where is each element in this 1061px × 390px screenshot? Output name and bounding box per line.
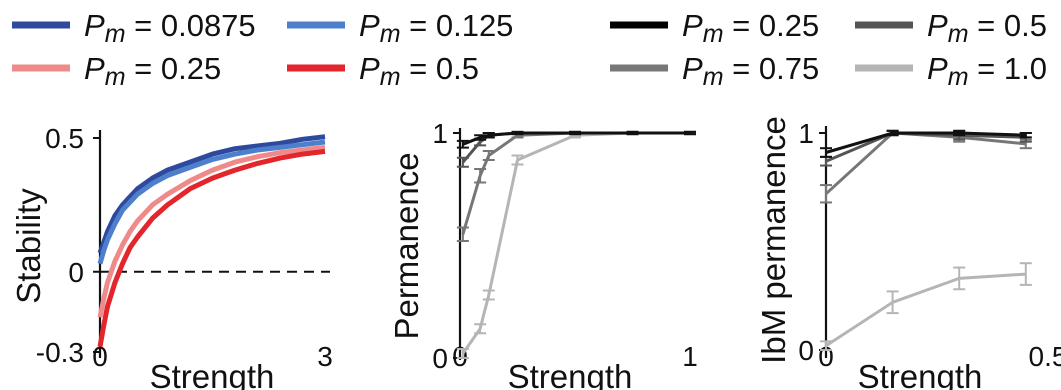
error-bar [482, 132, 495, 139]
series-line [97, 139, 326, 265]
legend-subscript: m [380, 20, 401, 48]
x-tick-label: 0 [92, 341, 108, 372]
permanence-panel: 0 1 0 1 Strength Permanence [388, 118, 698, 390]
legend-value: = 1.0 [969, 51, 1047, 86]
legend-subscript: m [948, 63, 969, 91]
legend-symbol: P [682, 51, 703, 86]
error-bar [886, 129, 899, 137]
legend-label: Pm = 0.125 [359, 8, 513, 48]
legend-subscript: m [105, 63, 126, 91]
series-line [461, 131, 690, 235]
legend-item: Pm = 0.0875 [12, 8, 256, 48]
legend-item: Pm = 0.25 [12, 51, 221, 91]
x-axis-title: Strength [150, 358, 275, 390]
y-tick-label: -0.3 [36, 337, 84, 368]
legend-value: = 0.5 [401, 51, 479, 86]
y-axis-title: Stability [10, 188, 47, 304]
error-bar [474, 323, 487, 335]
x-axis-title: Strength [508, 358, 633, 390]
legend-value: = 0.5 [969, 8, 1047, 43]
legend-symbol: P [359, 51, 380, 86]
legend-item: Pm = 0.5 [287, 51, 479, 91]
error-bar [1019, 262, 1032, 286]
x-axis-title: Strength [858, 358, 983, 390]
error-bar [820, 147, 832, 158]
error-bar [511, 130, 524, 136]
legend-symbol: P [927, 8, 948, 43]
y-tick-label: 0 [432, 343, 448, 374]
series-line [825, 272, 1026, 347]
error-bar [953, 129, 966, 137]
series-line [824, 131, 1026, 195]
legend-label: Pm = 0.5 [359, 51, 479, 91]
series-line [825, 131, 1026, 154]
legend-label: Pm = 0.75 [682, 51, 819, 91]
series-line [97, 148, 326, 348]
error-bar [456, 139, 469, 149]
legend-label: Pm = 0.0875 [84, 8, 256, 48]
legend: Pm = 0.0875 Pm = 0.125 Pm = 0.25 Pm = 0.5Pm… [12, 8, 1047, 91]
legend-label: Pm = 0.25 [84, 51, 221, 91]
error-bar [511, 154, 524, 166]
legend-value: = 0.75 [724, 51, 820, 86]
error-bar [456, 348, 469, 359]
ibm-permanence-panel: 0 1 0 0.5 Strength IbM permanence [755, 116, 1061, 390]
series-line [461, 131, 690, 355]
legend-value: = 0.125 [401, 8, 514, 43]
x-tick-label: 3 [317, 341, 333, 372]
y-tick-label: 0 [68, 257, 84, 288]
legend-item: Pm = 0.5 [855, 8, 1047, 48]
y-tick-label: 0.5 [45, 123, 84, 154]
legend-subscript: m [703, 20, 724, 48]
series-line [97, 134, 326, 254]
error-bar [953, 266, 966, 291]
legend-subscript: m [703, 63, 724, 91]
error-bar [456, 156, 469, 168]
error-bar [482, 289, 495, 301]
error-bar [569, 130, 581, 136]
x-tick-label: 1 [682, 341, 698, 372]
legend-value: = 0.25 [126, 51, 222, 86]
error-bar [474, 168, 487, 184]
y-tick-label: 1 [432, 118, 448, 149]
legend-value: = 0.25 [724, 8, 820, 43]
legend-subscript: m [948, 20, 969, 48]
legend-item: Pm = 0.75 [610, 51, 819, 91]
error-bar [820, 184, 832, 204]
x-tick-label: 0.5 [1029, 341, 1061, 372]
error-bar [886, 290, 899, 315]
legend-item: Pm = 1.0 [855, 51, 1047, 91]
legend-symbol: P [84, 51, 105, 86]
y-axis-title: IbM permanence [755, 116, 792, 364]
series-line [825, 131, 1026, 163]
legend-symbol: P [927, 51, 948, 86]
error-bar [626, 130, 639, 136]
legend-label: Pm = 1.0 [927, 51, 1047, 91]
legend-label: Pm = 0.25 [682, 8, 819, 48]
y-tick-label: 0 [798, 335, 814, 366]
legend-label: Pm = 0.5 [927, 8, 1047, 48]
error-bar [820, 340, 832, 351]
legend-item: Pm = 0.125 [287, 8, 513, 48]
x-tick-label: 0 [452, 341, 468, 372]
error-bar [482, 150, 495, 161]
x-tick-label: 0 [818, 341, 834, 372]
error-bar [456, 226, 469, 242]
series-line [97, 144, 326, 318]
legend-symbol: P [682, 8, 703, 43]
error-bar [474, 134, 487, 141]
y-tick-label: 1 [798, 118, 814, 149]
legend-symbol: P [84, 8, 105, 43]
legend-symbol: P [359, 8, 380, 43]
error-bar [684, 130, 696, 136]
legend-item: Pm = 0.25 [610, 8, 819, 48]
legend-subscript: m [105, 20, 126, 48]
y-axis-title: Permanence [388, 152, 425, 339]
legend-subscript: m [380, 63, 401, 91]
stability-panel: 0.5 0 -0.3 0 3 Strength Stability [10, 123, 333, 390]
error-bar [1019, 132, 1032, 139]
legend-value: = 0.0875 [126, 8, 256, 43]
